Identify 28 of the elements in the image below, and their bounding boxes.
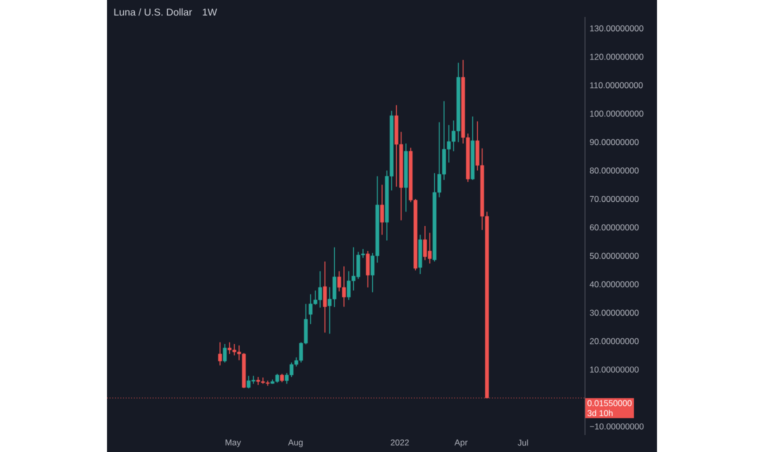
candlestick <box>323 261 327 334</box>
y-tick-label: −10.00000000 <box>590 423 644 430</box>
y-tick-label: 100.00000000 <box>590 110 644 117</box>
x-tick-label: 2022 <box>390 440 409 446</box>
x-tick-label: Apr <box>454 440 468 448</box>
text: 3d 10h <box>588 410 613 416</box>
y-tick-label: 70.00000000 <box>590 196 639 202</box>
candlestick <box>380 184 384 236</box>
y-tick-label: 30.00000000 <box>590 310 639 316</box>
x-tick-label: Jul <box>518 440 528 446</box>
candlestick <box>366 250 370 288</box>
candlestick <box>218 342 222 366</box>
y-tick-label: 80.00000000 <box>590 168 639 174</box>
y-tick-label: 120.00000000 <box>590 54 644 60</box>
chart-title: Luna / U.S. Dollar <box>114 8 192 16</box>
y-tick-label: 20.00000000 <box>590 338 639 344</box>
y-tick-label: 40.00000000 <box>590 281 639 288</box>
y-tick-label: 110.00000000 <box>590 82 643 88</box>
y-tick-label: 60.00000000 <box>590 224 639 230</box>
chart-subtitle: 1W <box>202 8 218 16</box>
x-tick-label: Aug <box>288 440 303 448</box>
y-tick-label: 10.00000000 <box>590 366 639 373</box>
y-tick-label: 130.00000000 <box>590 25 644 32</box>
ref-line-label: 0.01550000 <box>588 400 632 406</box>
x-tick-label: May <box>226 440 241 448</box>
candlestick <box>222 344 227 363</box>
y-tick-label: 90.00000000 <box>590 139 639 146</box>
y-tick-label: 50.00000000 <box>590 252 639 259</box>
